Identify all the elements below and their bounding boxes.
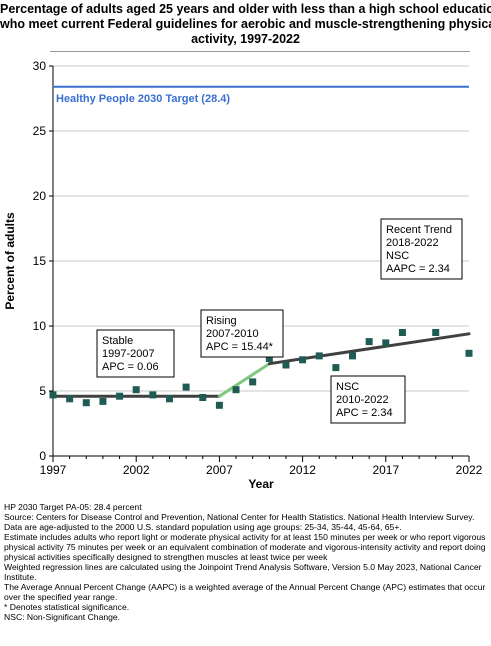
annotation-line: 2007-2010	[206, 328, 259, 340]
data-point-2005	[182, 383, 190, 391]
trend-line-segment-2	[217, 362, 271, 398]
annotation-line: Rising	[206, 315, 237, 327]
data-point-2000	[99, 397, 107, 405]
target-label: Healthy People 2030 Target (28.4)	[56, 93, 230, 105]
data-point-2012	[299, 356, 307, 364]
data-point-2020	[432, 329, 440, 336]
annotation-line: Stable	[102, 335, 133, 347]
x-tick-label: 2017	[372, 463, 399, 477]
chart-title: Percentage of adults aged 25 years and o…	[0, 2, 491, 47]
annotation-line: NSC	[336, 381, 359, 393]
annotation-frame	[200, 309, 284, 358]
annotation-line: NSC	[386, 250, 409, 262]
annotation-frame	[96, 329, 175, 378]
x-tick-label: 1997	[40, 463, 67, 477]
annotation-line: 2010-2022	[336, 394, 389, 406]
y-tick-label: 10	[33, 319, 47, 333]
x-tick-label: 2007	[206, 463, 233, 477]
data-point-2017	[382, 339, 390, 347]
data-point-1997	[49, 391, 57, 399]
data-point-1999	[82, 399, 90, 407]
annotation-line: 1997-2007	[102, 348, 155, 360]
data-point-1998	[66, 395, 74, 403]
data-point-2008	[232, 386, 240, 394]
footnote-regression: Weighted regression lines are calculated…	[4, 562, 482, 582]
title-divider	[50, 51, 470, 52]
annotation-frame	[330, 375, 406, 424]
footnote-significance: * Denotes statistical significance.	[4, 602, 130, 612]
footnote-nsc: NSC: Non-Significant Change.	[4, 612, 121, 622]
footnotes: HP 2030 Target PA-05: 28.4 percent Sourc…	[4, 502, 489, 622]
data-point-2011	[282, 361, 290, 369]
y-axis-title: Percent of adults	[3, 212, 17, 310]
footnote-estimate-definition: Estimate includes adults who report ligh…	[4, 532, 486, 562]
annotation-line: APC = 2.34	[336, 407, 393, 419]
footnote-age-adjustment: Data are age-adjusted to the 2000 U.S. s…	[4, 522, 402, 532]
data-point-2004	[165, 395, 173, 403]
x-tick-label: 2012	[289, 463, 316, 477]
data-point-2003	[149, 391, 157, 399]
data-point-2006	[199, 394, 207, 401]
trend-chart: 0 5 10 15 20 25 30 1997 2002 2007 2012 2017 2022 Year…	[3, 59, 483, 491]
annotation-frame	[380, 218, 463, 280]
y-tick-label: 20	[33, 189, 47, 203]
data-point-2016	[365, 338, 373, 346]
x-tick-label: 2022	[456, 463, 483, 477]
x-tick-label: 2002	[123, 463, 150, 477]
footnote-aapc: The Average Annual Percent Change (AAPC)…	[4, 582, 486, 602]
y-tick-label: 15	[33, 254, 47, 268]
x-axis-title: Year	[248, 477, 274, 491]
data-point-2002	[132, 386, 140, 394]
chart-title-line-2: who meet current Federal guidelines for …	[0, 17, 491, 31]
data-point-2007	[215, 401, 223, 409]
footnote-source: Source: Centers for Disease Control and …	[4, 512, 475, 522]
annotation-line: 2018-2022	[386, 237, 439, 249]
data-point-2018	[398, 329, 406, 336]
annotation-line: APC = 0.06	[102, 361, 159, 373]
y-tick-label: 0	[39, 449, 46, 463]
data-point-2015	[349, 352, 357, 360]
y-tick-label: 5	[39, 384, 46, 398]
annotation-line: Recent Trend	[386, 224, 452, 236]
annotation-line: AAPC = 2.34	[386, 263, 450, 275]
annotation-line: APC = 15.44*	[206, 341, 274, 353]
chart-title-line-3: activity, 1997-2022	[191, 32, 300, 46]
data-point-2022	[465, 349, 473, 357]
y-tick-label: 25	[33, 124, 47, 138]
data-point-2009	[249, 378, 257, 386]
data-point-2010	[265, 355, 273, 362]
data-point-2013	[315, 352, 323, 360]
chart-title-line-1: Percentage of adults aged 25 years and o…	[0, 2, 491, 16]
data-point-2001	[116, 392, 124, 400]
footnote-target: HP 2030 Target PA-05: 28.4 percent	[4, 502, 142, 512]
y-tick-label: 30	[33, 59, 47, 73]
data-point-2014	[332, 364, 340, 372]
